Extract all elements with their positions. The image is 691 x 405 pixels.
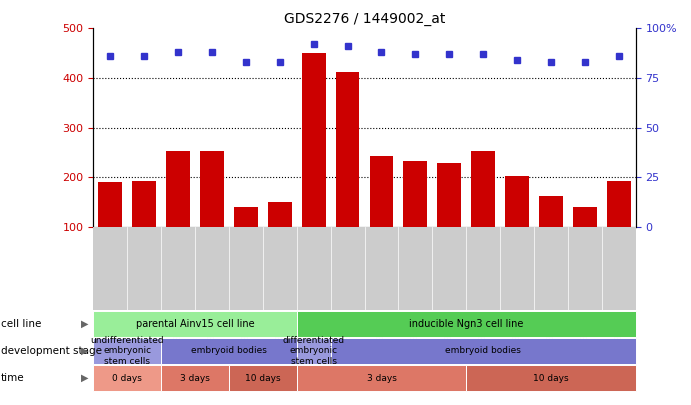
Text: 10 days: 10 days	[533, 373, 569, 383]
Text: ▶: ▶	[82, 319, 88, 329]
Bar	[302, 53, 325, 277]
Text: 10 days: 10 days	[245, 373, 281, 383]
Text: time: time	[1, 373, 24, 383]
Bar	[166, 151, 190, 277]
Bar	[573, 207, 597, 277]
Bar	[98, 182, 122, 277]
Bar	[268, 202, 292, 277]
Text: 3 days: 3 days	[180, 373, 210, 383]
Text: differentiated
embryonic
stem cells: differentiated embryonic stem cells	[283, 336, 345, 366]
Text: development stage: development stage	[1, 346, 102, 356]
Text: undifferentiated
embryonic
stem cells: undifferentiated embryonic stem cells	[91, 336, 164, 366]
Text: ▶: ▶	[82, 373, 88, 383]
Text: parental Ainv15 cell line: parental Ainv15 cell line	[135, 319, 254, 329]
Bar	[607, 181, 631, 277]
Bar	[234, 207, 258, 277]
Bar	[200, 151, 224, 277]
Text: ▶: ▶	[82, 346, 88, 356]
Title: GDS2276 / 1449002_at: GDS2276 / 1449002_at	[284, 12, 445, 26]
Text: 0 days: 0 days	[112, 373, 142, 383]
Bar	[505, 176, 529, 277]
Text: embryoid bodies: embryoid bodies	[191, 346, 267, 356]
Bar	[370, 156, 393, 277]
Bar	[336, 72, 359, 277]
Text: cell line: cell line	[1, 319, 41, 329]
Bar	[404, 161, 427, 277]
Text: embryoid bodies: embryoid bodies	[445, 346, 521, 356]
Bar	[437, 163, 461, 277]
Text: 3 days: 3 days	[366, 373, 397, 383]
Bar	[471, 151, 495, 277]
Text: inducible Ngn3 cell line: inducible Ngn3 cell line	[409, 319, 523, 329]
Bar	[539, 196, 563, 277]
Bar	[132, 181, 156, 277]
